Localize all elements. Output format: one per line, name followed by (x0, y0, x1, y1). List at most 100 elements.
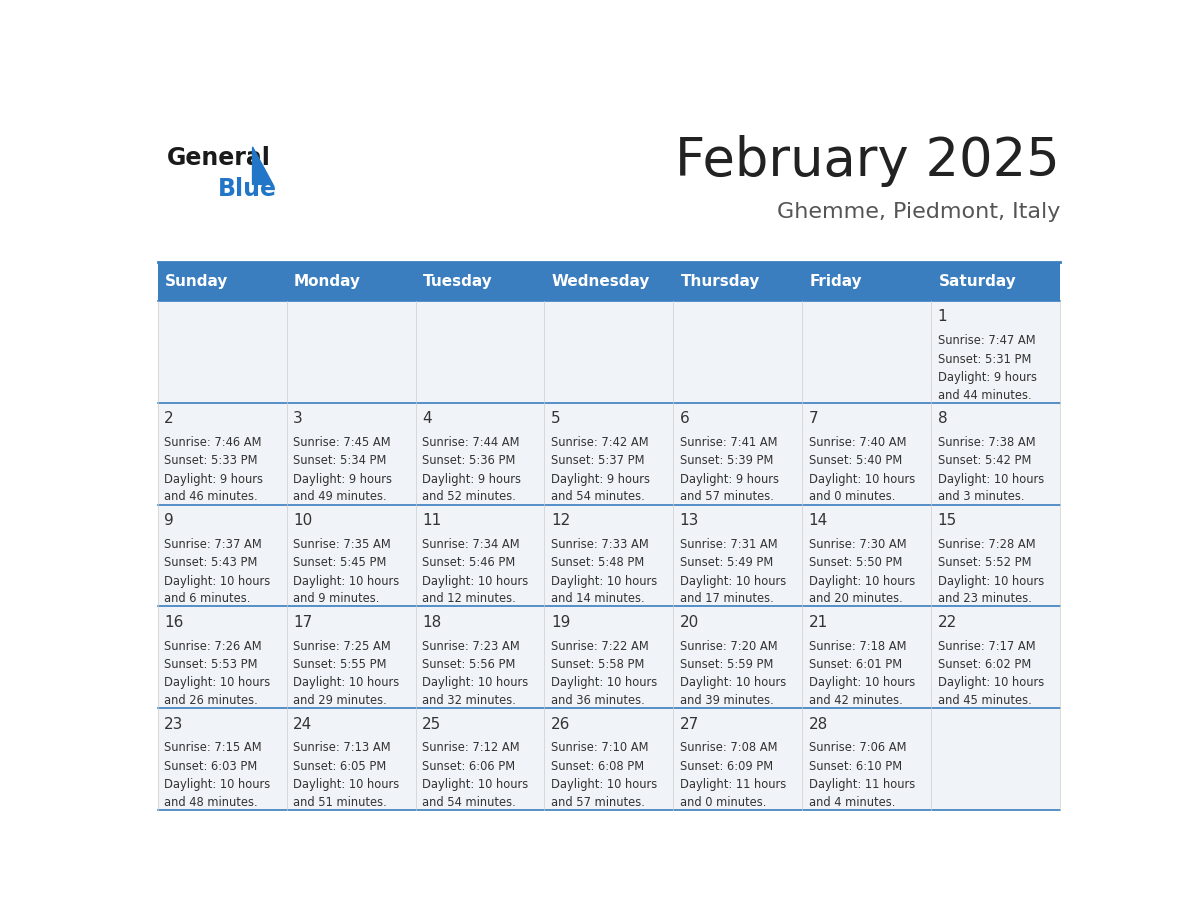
Bar (158, 263, 286, 301)
Text: Sunrise: 7:46 AM: Sunrise: 7:46 AM (164, 436, 261, 449)
Text: Sunrise: 7:47 AM: Sunrise: 7:47 AM (937, 334, 1035, 347)
Text: and 57 minutes.: and 57 minutes. (551, 796, 645, 809)
Text: and 44 minutes.: and 44 minutes. (937, 388, 1031, 402)
Text: Sunrise: 7:33 AM: Sunrise: 7:33 AM (551, 538, 649, 551)
Bar (931, 607, 1060, 708)
Text: Sunrise: 7:12 AM: Sunrise: 7:12 AM (422, 742, 519, 755)
Bar (416, 708, 544, 810)
Text: 21: 21 (809, 615, 828, 630)
Text: and 17 minutes.: and 17 minutes. (680, 592, 773, 605)
Text: Saturday: Saturday (939, 274, 1016, 289)
Text: Daylight: 10 hours: Daylight: 10 hours (551, 677, 657, 689)
Text: Sunset: 6:03 PM: Sunset: 6:03 PM (164, 760, 258, 773)
Text: and 6 minutes.: and 6 minutes. (164, 592, 251, 605)
Text: and 23 minutes.: and 23 minutes. (937, 592, 1031, 605)
Bar (416, 607, 544, 708)
Text: 10: 10 (293, 513, 312, 528)
Bar (286, 505, 416, 607)
Bar (158, 403, 286, 505)
Bar (286, 403, 416, 505)
Text: Sunrise: 7:25 AM: Sunrise: 7:25 AM (293, 640, 391, 653)
Text: Sunrise: 7:18 AM: Sunrise: 7:18 AM (809, 640, 906, 653)
Text: Sunset: 6:01 PM: Sunset: 6:01 PM (809, 658, 902, 671)
Bar (802, 607, 931, 708)
Text: 1: 1 (937, 309, 947, 324)
Text: Sunset: 5:56 PM: Sunset: 5:56 PM (422, 658, 516, 671)
Text: and 57 minutes.: and 57 minutes. (680, 490, 773, 503)
Text: Sunset: 5:59 PM: Sunset: 5:59 PM (680, 658, 773, 671)
Bar (931, 263, 1060, 301)
Text: Sunset: 5:49 PM: Sunset: 5:49 PM (680, 556, 773, 569)
Bar (674, 607, 802, 708)
Text: Daylight: 10 hours: Daylight: 10 hours (937, 575, 1044, 588)
Text: Sunrise: 7:26 AM: Sunrise: 7:26 AM (164, 640, 261, 653)
Text: Sunset: 5:53 PM: Sunset: 5:53 PM (164, 658, 258, 671)
Text: and 52 minutes.: and 52 minutes. (422, 490, 516, 503)
Text: Wednesday: Wednesday (551, 274, 650, 289)
Text: 28: 28 (809, 717, 828, 732)
Text: Daylight: 10 hours: Daylight: 10 hours (422, 575, 529, 588)
Text: Daylight: 10 hours: Daylight: 10 hours (551, 778, 657, 791)
Text: Daylight: 10 hours: Daylight: 10 hours (293, 575, 399, 588)
Text: and 45 minutes.: and 45 minutes. (937, 694, 1031, 707)
Text: Sunrise: 7:20 AM: Sunrise: 7:20 AM (680, 640, 777, 653)
Bar (674, 301, 802, 403)
Text: and 48 minutes.: and 48 minutes. (164, 796, 258, 809)
Text: 20: 20 (680, 615, 699, 630)
Text: 27: 27 (680, 717, 699, 732)
Text: Sunrise: 7:10 AM: Sunrise: 7:10 AM (551, 742, 649, 755)
Bar (544, 263, 674, 301)
Text: Sunset: 6:06 PM: Sunset: 6:06 PM (422, 760, 516, 773)
Text: and 39 minutes.: and 39 minutes. (680, 694, 773, 707)
Text: Sunrise: 7:22 AM: Sunrise: 7:22 AM (551, 640, 649, 653)
Text: and 12 minutes.: and 12 minutes. (422, 592, 516, 605)
Bar (544, 403, 674, 505)
Bar (931, 301, 1060, 403)
Text: 8: 8 (937, 411, 947, 426)
Bar (931, 403, 1060, 505)
Text: Daylight: 11 hours: Daylight: 11 hours (809, 778, 915, 791)
Text: Sunset: 5:31 PM: Sunset: 5:31 PM (937, 353, 1031, 365)
Text: Daylight: 10 hours: Daylight: 10 hours (680, 677, 786, 689)
Bar (158, 607, 286, 708)
Text: Sunrise: 7:41 AM: Sunrise: 7:41 AM (680, 436, 777, 449)
Bar (802, 403, 931, 505)
Bar (544, 301, 674, 403)
Text: and 0 minutes.: and 0 minutes. (680, 796, 766, 809)
Text: Thursday: Thursday (681, 274, 760, 289)
Text: Sunset: 5:48 PM: Sunset: 5:48 PM (551, 556, 644, 569)
Bar (674, 708, 802, 810)
Text: Sunrise: 7:44 AM: Sunrise: 7:44 AM (422, 436, 519, 449)
Text: Daylight: 10 hours: Daylight: 10 hours (809, 473, 915, 486)
Text: Sunrise: 7:45 AM: Sunrise: 7:45 AM (293, 436, 391, 449)
Text: 14: 14 (809, 513, 828, 528)
Text: Daylight: 10 hours: Daylight: 10 hours (551, 575, 657, 588)
Text: 25: 25 (422, 717, 441, 732)
Text: Daylight: 9 hours: Daylight: 9 hours (422, 473, 522, 486)
Text: Sunrise: 7:35 AM: Sunrise: 7:35 AM (293, 538, 391, 551)
Text: 23: 23 (164, 717, 183, 732)
Text: Sunset: 5:58 PM: Sunset: 5:58 PM (551, 658, 644, 671)
Text: 6: 6 (680, 411, 689, 426)
Text: Daylight: 9 hours: Daylight: 9 hours (680, 473, 779, 486)
Text: Sunrise: 7:28 AM: Sunrise: 7:28 AM (937, 538, 1035, 551)
Text: Daylight: 10 hours: Daylight: 10 hours (293, 778, 399, 791)
Bar (416, 403, 544, 505)
Text: General: General (166, 145, 271, 170)
Text: and 0 minutes.: and 0 minutes. (809, 490, 895, 503)
Text: and 14 minutes.: and 14 minutes. (551, 592, 644, 605)
Text: Sunrise: 7:31 AM: Sunrise: 7:31 AM (680, 538, 777, 551)
Text: Sunset: 5:45 PM: Sunset: 5:45 PM (293, 556, 386, 569)
Text: Sunrise: 7:37 AM: Sunrise: 7:37 AM (164, 538, 261, 551)
Text: 7: 7 (809, 411, 819, 426)
Text: Sunset: 5:43 PM: Sunset: 5:43 PM (164, 556, 258, 569)
Bar (286, 263, 416, 301)
Text: Sunset: 5:55 PM: Sunset: 5:55 PM (293, 658, 386, 671)
Bar (158, 301, 286, 403)
Bar (674, 505, 802, 607)
Text: Daylight: 10 hours: Daylight: 10 hours (164, 575, 271, 588)
Text: Daylight: 9 hours: Daylight: 9 hours (937, 371, 1037, 384)
Text: Daylight: 9 hours: Daylight: 9 hours (164, 473, 264, 486)
Text: Sunrise: 7:13 AM: Sunrise: 7:13 AM (293, 742, 391, 755)
Bar (158, 505, 286, 607)
